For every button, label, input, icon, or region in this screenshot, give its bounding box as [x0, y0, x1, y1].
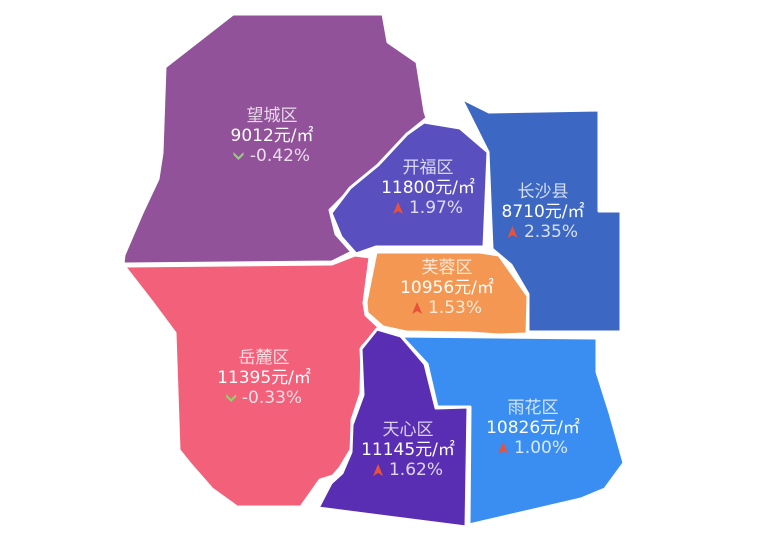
district-change-value: 1.53% [427, 298, 482, 319]
district-change: 1.62% [361, 460, 455, 480]
district-name: 天心区 [382, 420, 434, 440]
chevron-down-icon [233, 150, 244, 162]
district-change: -0.33% [217, 388, 311, 408]
district-price: 11800元/㎡ [381, 178, 475, 199]
district-name: 岳麓区 [238, 348, 290, 368]
label-changsha: 长沙县 8710元/㎡ 2.35% [502, 182, 585, 242]
label-furong: 芙蓉区 10956元/㎡ 1.53% [400, 258, 494, 318]
label-kaifu: 开福区 11800元/㎡ 1.97% [381, 158, 475, 218]
district-change: 1.00% [486, 438, 580, 458]
region-wangcheng[interactable] [121, 12, 429, 266]
region-kaifu[interactable] [329, 120, 490, 256]
label-tianxin: 天心区 11145元/㎡ 1.62% [361, 420, 455, 480]
region-tianxin[interactable] [316, 327, 470, 529]
label-yuelu: 岳麓区 11395元/㎡ -0.33% [217, 348, 311, 408]
district-change-value: 2.35% [523, 222, 578, 243]
district-change-value: -0.42% [249, 146, 311, 167]
triangle-up-icon [497, 442, 508, 455]
district-price: 8710元/㎡ [501, 202, 585, 223]
district-price: 11145元/㎡ [361, 440, 455, 461]
triangle-up-icon [507, 226, 518, 239]
district-price: 10956元/㎡ [400, 278, 494, 299]
triangle-up-icon [392, 202, 403, 215]
district-name: 望城区 [246, 106, 298, 126]
triangle-up-icon [411, 302, 422, 315]
district-change-value: 1.62% [388, 460, 443, 481]
label-yuhua: 雨花区 10826元/㎡ 1.00% [486, 398, 580, 458]
district-price: 11395元/㎡ [217, 368, 311, 389]
triangle-up-icon [372, 464, 383, 477]
district-change: 1.53% [400, 298, 494, 318]
district-change-value: 1.00% [513, 438, 568, 459]
district-change-value: -0.33% [241, 388, 303, 409]
district-name: 开福区 [402, 158, 454, 178]
region-yuelu[interactable] [122, 253, 382, 509]
region-changsha[interactable] [459, 96, 623, 334]
district-change-value: 1.97% [408, 198, 463, 219]
district-name: 芙蓉区 [421, 258, 473, 278]
district-price: 9012元/㎡ [230, 126, 314, 147]
district-name: 雨花区 [507, 398, 559, 418]
region-yuhua[interactable] [399, 334, 626, 527]
district-price: 10826元/㎡ [486, 418, 580, 439]
district-name: 长沙县 [517, 182, 569, 202]
district-change: 1.97% [381, 198, 475, 218]
district-change: -0.42% [231, 146, 314, 166]
chevron-down-icon [225, 392, 236, 404]
district-change: 2.35% [502, 222, 585, 242]
label-wangcheng: 望城区 9012元/㎡ -0.42% [231, 106, 314, 166]
